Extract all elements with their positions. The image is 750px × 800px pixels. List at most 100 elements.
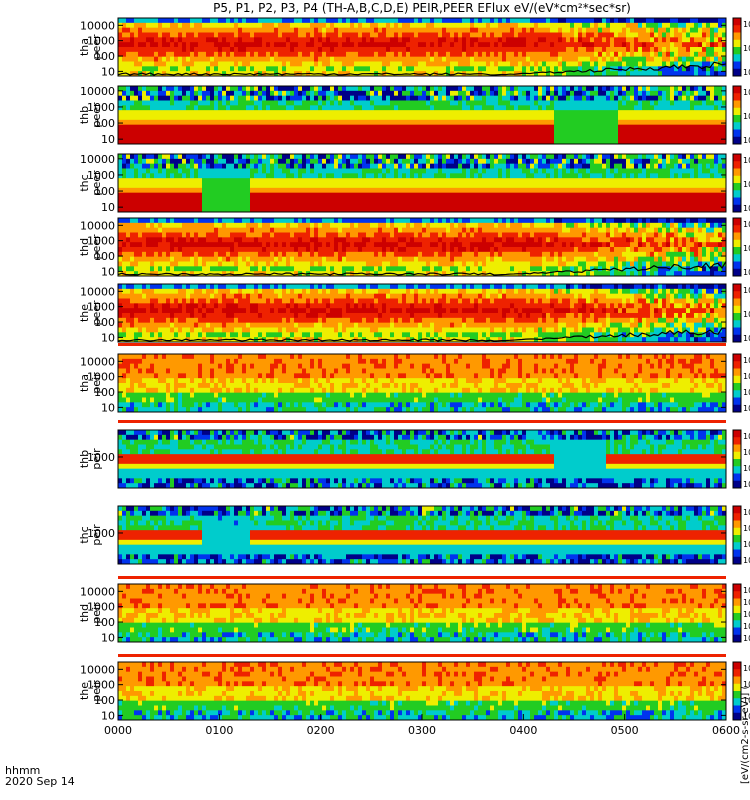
panel-thd-peer-cell [170,266,175,277]
panel-thb-peer-cell [418,124,423,145]
panel-thb-peer-cell [674,86,679,92]
panel-thc-peer-cell [550,192,555,213]
panel-tha-peer-cell [462,18,467,24]
panel-thd-peer-cell [410,232,415,238]
panel-tha-peer-cell [562,22,567,33]
panel-tha-peer-cell [526,51,531,58]
panel-tha-peer-cell [594,22,599,38]
panel-thc-peer-cell [374,178,379,189]
panel-the-peer-cell [126,308,131,314]
panel-tha-peer-cell [610,51,615,58]
panel-thd-peer-cell [242,227,247,233]
panel-thc-peer-cell [122,163,127,169]
panel-thd-peer-cell [498,237,503,243]
panel-thc-peer-cell [494,163,499,179]
panel-thc-peer-cell [710,192,715,213]
panel-thd-peer-cell [546,218,551,224]
panel-thb-peer-cell [574,86,579,92]
panel-the-peer-cell [134,332,139,343]
panel-thb-peer-cell [182,110,187,121]
panel-thc-peer-cell [606,178,611,189]
panel-thd-peer-cell [310,222,315,229]
panel-tha-peer-cell [170,18,175,24]
panel-thc-peer-cell [534,173,539,179]
panel-thb-peer-cell [586,95,591,101]
panel-thc-peer-cell [298,163,303,169]
panel-thd-peer-cell [190,266,195,272]
panel-thb-peer-cell [282,105,287,111]
panel-thb-peer-cell [662,119,667,126]
panel-tha-peer-cell [522,37,527,48]
panel-thc-peer-cell [702,187,707,194]
panel-thc-peer-cell [222,178,227,213]
panel-tha-peer-cell [346,51,351,67]
panel-thb-peer-cell [314,119,319,126]
panel-thb-peer-cell [146,105,151,111]
panel-thd-peer-cell [682,237,687,248]
panel-thd-peer-cell [494,251,499,258]
panel-thb-peer-cell [318,86,323,92]
panel-thd-peer-cell [642,242,647,248]
panel-thd-peer-cell [570,222,575,229]
panel-tha-peer-cell [578,71,583,77]
panel-thb-peer-cell [458,90,463,97]
panel-thc-peer-cell [618,154,623,160]
panel-thb-peer-cell [654,105,659,111]
panel-thb-peer-cell [454,100,459,106]
panel-thb-peer-cell [322,86,327,92]
panel-thd-peer-cell [226,247,231,253]
panel-thd-peer-cell [410,261,415,272]
panel-thd-peer-cell [522,218,527,224]
panel-the-peer-cell [214,327,219,333]
panel-thb-peer-cell [630,100,635,111]
panel-thb-peer-cell [598,110,603,145]
panel-tha-peer-cell [618,37,623,48]
panel-thd-peer-cell [346,271,351,277]
panel-thb-peer-cell [438,86,443,92]
panel-thc-peer-cell [278,158,283,165]
panel-thc-peer-cell [230,154,235,165]
panel-tha-peer-cell [722,66,727,72]
panel-tha-peer-cell [202,22,207,29]
panel-thd-peer-cell [490,242,495,248]
panel-tha-peer-cell [318,18,323,24]
panel-thd-peer-cell [598,227,603,233]
panel-tha-peer-cell [602,66,607,77]
panel-thd-peer-cell [374,222,379,229]
panel-tha-peer-cell [138,18,143,24]
panel-tha-peer-cell [170,22,175,38]
panel-thd-peer-cell [578,237,583,253]
panel-thd-peer-cell [422,218,427,224]
panel-thb-peer-cell [310,90,315,101]
panel-thb-peer-cell [722,124,727,145]
panel-thb-peer-cell [686,124,691,145]
panel-thb-peer-cell [390,90,395,101]
panel-tha-peer-cell [378,18,383,24]
panel-tha-peer-cell [510,27,515,38]
panel-thd-peer-cell [402,227,407,233]
panel-thd-peer-cell [546,222,551,229]
panel-thd-peer-cell [694,266,699,272]
panel-tha-peer-cell [634,56,639,67]
panel-thb-peer-cell [310,119,315,126]
panel-thd-peer-cell [426,218,431,224]
panel-thc-peer-cell [462,168,467,179]
panel-thb-peer-cell [418,95,423,101]
panel-thd-peer-cell [250,237,255,243]
panel-thb-peer-cell [262,100,267,111]
panel-tha-peer-cell [238,51,243,58]
panel-thb-peer-cell [694,110,699,121]
panel-thd-peer-cell [414,237,419,243]
panel-tha-peer-cell [626,22,631,29]
panel-thb-peer-cell [342,86,347,92]
panel-tha-peer-cell [606,56,611,62]
panel-the-peer-cell [230,288,235,295]
panel-thb-peer-cell [278,105,283,111]
panel-tha-peer-cell [606,22,611,29]
panel-thb-peer-cell [266,86,271,101]
panel-tha-peer-cell [250,47,255,58]
panel-thc-peer-cell [370,173,375,179]
panel-tha-peer-cell [126,18,131,24]
panel-thc-peer-cell [678,163,683,169]
panel-tha-peer-cell [642,18,647,24]
